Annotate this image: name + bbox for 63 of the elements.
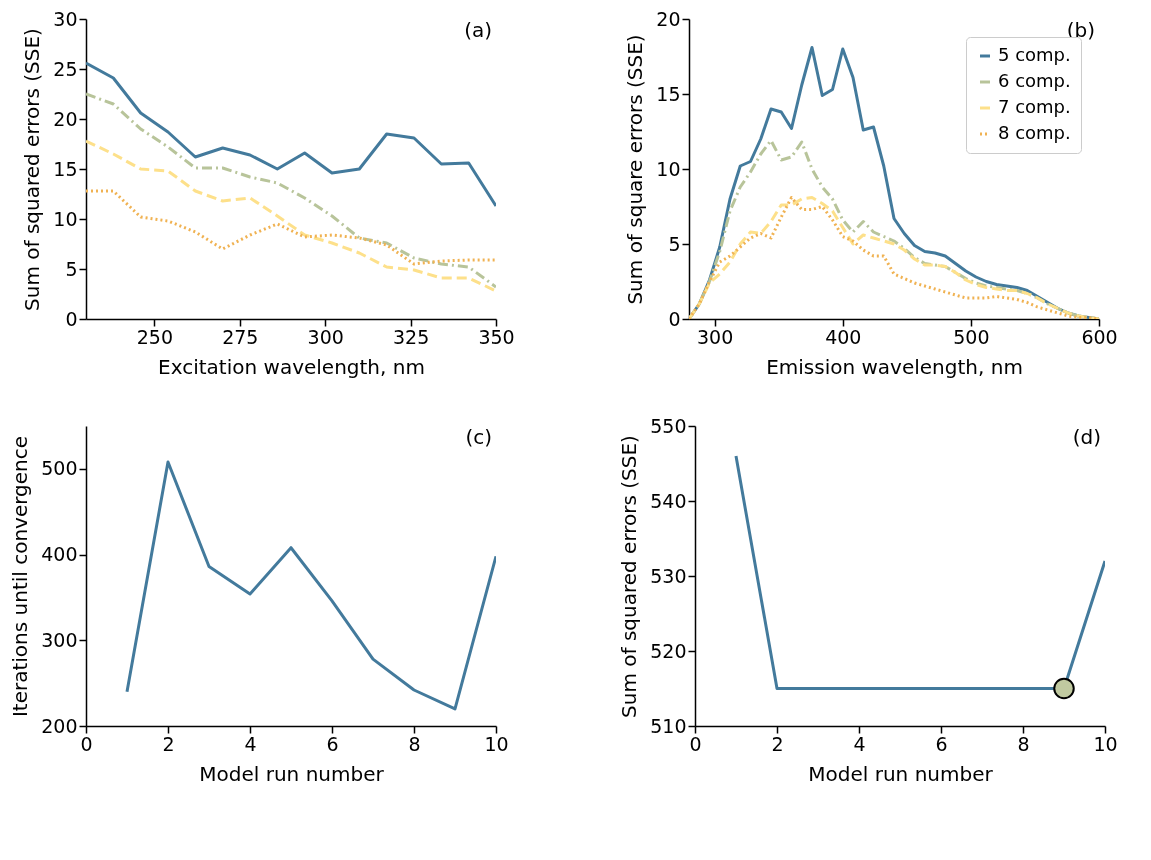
y-axis-title: Sum of squared errors (SSE) — [617, 435, 642, 718]
y-tick-label: 20 — [53, 107, 78, 130]
y-tick-label: 20 — [656, 7, 681, 30]
y-tick-label: 550 — [650, 414, 687, 437]
x-tick-label: 0 — [689, 732, 702, 755]
x-tick-label: 300 — [696, 325, 734, 348]
y-tick-label: 510 — [650, 714, 687, 737]
y-tick-label: 10 — [656, 157, 681, 180]
line-series — [86, 61, 496, 208]
y-axis-title: Sum of squared errors (SSE) — [20, 28, 45, 311]
x-tick-label: 400 — [825, 325, 862, 348]
x-axis-title: Model run number — [199, 761, 385, 786]
legend-label: 8 comp. — [998, 122, 1071, 143]
y-tick-label: 15 — [656, 82, 681, 105]
x-tick-label: 600 — [1081, 325, 1118, 348]
x-tick-label: 300 — [307, 325, 344, 348]
y-tick-label: 200 — [41, 714, 78, 737]
line-series — [86, 92, 496, 289]
y-axis-title: Iterations until convergence — [8, 435, 33, 718]
x-tick-label: 8 — [408, 732, 421, 755]
legend-label: 6 comp. — [998, 70, 1071, 91]
x-tick-label: 6 — [326, 732, 339, 755]
y-tick-label: 30 — [53, 7, 78, 30]
line-series — [86, 189, 496, 266]
x-tick-label: 2 — [771, 732, 784, 755]
y-tick-label: 25 — [53, 57, 78, 80]
x-axis-title: Emission wavelength, nm — [766, 354, 1023, 379]
x-tick-label: 325 — [392, 325, 430, 348]
x-tick-label: 500 — [953, 325, 990, 348]
annotation: (a) — [464, 18, 492, 42]
annotation: (d) — [1072, 425, 1101, 449]
x-axis-title: Model run number — [808, 761, 994, 786]
x-tick-label: 275 — [222, 325, 259, 348]
x-tick-label: 2 — [162, 732, 175, 755]
x-tick-label: 4 — [244, 732, 257, 755]
y-tick-label: 300 — [41, 628, 78, 651]
x-tick-label: 350 — [478, 325, 515, 348]
y-tick-label: 0 — [65, 307, 78, 330]
x-axis-title: Excitation wavelength, nm — [158, 354, 425, 379]
y-tick-label: 500 — [41, 457, 78, 480]
y-tick-label: 540 — [650, 489, 687, 512]
y-tick-label: 400 — [41, 543, 78, 566]
x-tick-label: 10 — [484, 732, 509, 755]
y-tick-label: 0 — [668, 307, 681, 330]
y-tick-label: 530 — [650, 564, 687, 587]
x-tick-label: 10 — [1093, 732, 1118, 755]
x-tick-label: 8 — [1017, 732, 1030, 755]
x-tick-label: 250 — [136, 325, 173, 348]
line-series — [125, 460, 496, 711]
y-tick-label: 15 — [53, 157, 78, 180]
annotation: (b) — [1066, 18, 1095, 42]
legend-label: 5 comp. — [998, 44, 1071, 65]
annotation: (c) — [465, 425, 492, 449]
x-tick-label: 4 — [853, 732, 866, 755]
legend-label: 7 comp. — [998, 96, 1071, 117]
y-axis-title: Sum of square errors (SSE) — [623, 34, 648, 305]
y-tick-label: 10 — [53, 207, 78, 230]
x-tick-label: 6 — [935, 732, 948, 755]
line-series — [86, 139, 496, 293]
y-tick-label: 520 — [650, 639, 687, 662]
y-tick-label: 5 — [668, 232, 681, 255]
y-tick-label: 5 — [65, 257, 78, 280]
x-tick-label: 0 — [80, 732, 93, 755]
